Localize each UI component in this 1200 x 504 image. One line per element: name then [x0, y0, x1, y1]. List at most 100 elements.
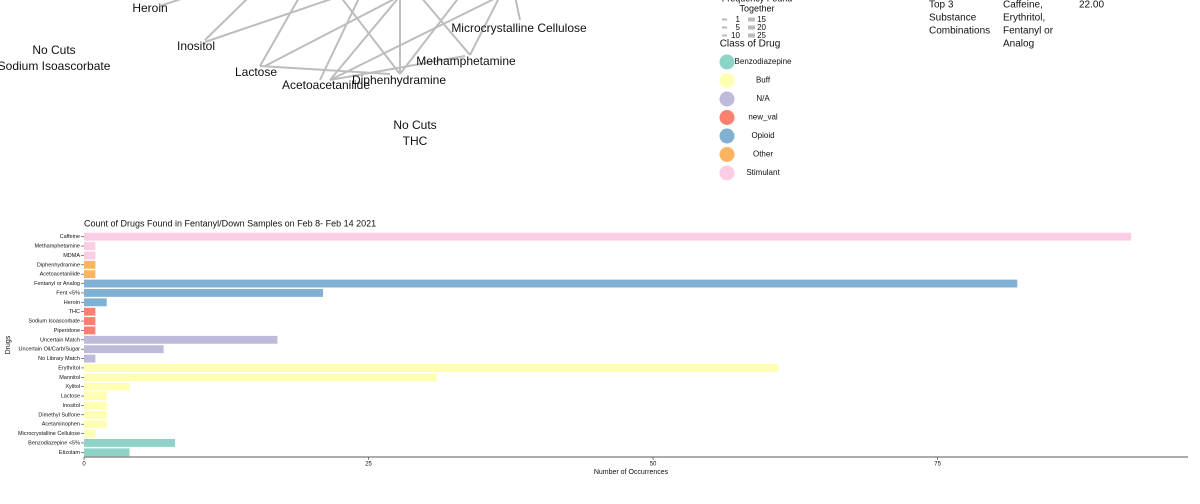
table-combo: Erythritol, [1003, 13, 1045, 24]
bar [84, 448, 130, 457]
legend-size-swatch [722, 18, 727, 21]
x-tick-label: 25 [365, 462, 372, 468]
bar [84, 307, 96, 316]
legend-size-label: 10 [731, 31, 740, 40]
isolated-node-label: No Cuts [393, 118, 436, 132]
x-tick-label: 75 [934, 462, 941, 468]
bar [84, 364, 779, 372]
legend-title: Class of Drug [720, 39, 781, 50]
bar [84, 279, 1018, 288]
y-tick-label: Piperidone [54, 328, 80, 334]
bar [84, 429, 96, 438]
bar [84, 270, 96, 279]
bar [84, 392, 107, 400]
x-tick-label: 0 [82, 462, 86, 468]
legend-title: Together [739, 3, 774, 13]
bar [84, 373, 437, 382]
bar [84, 335, 278, 344]
node-label: Diphenhydramine [352, 73, 446, 87]
legend-swatch [719, 91, 735, 107]
legend-size-label: 5 [736, 23, 741, 32]
network-edges [159, 0, 521, 81]
y-tick-label: Fentanyl or Analog [34, 281, 80, 287]
legend-label: Buff [756, 76, 771, 85]
legend-swatch [719, 73, 735, 88]
y-tick-label: Microcrystalline Cellulose [18, 431, 80, 437]
bar [84, 420, 107, 429]
legend-size-swatch [722, 34, 727, 37]
y-tick-label: Benzodiazepine <5% [28, 440, 80, 446]
bar [84, 298, 107, 307]
legend-size-swatch [748, 33, 755, 38]
table-combo: Fentanyl or [1003, 26, 1054, 37]
legend-swatch [719, 147, 735, 162]
legend-label: Stimulant [746, 168, 780, 177]
table-value: 22.00 [1079, 0, 1104, 11]
legend-swatch [719, 165, 735, 181]
legend-swatch [719, 54, 735, 70]
bar [84, 260, 96, 269]
y-tick-label: Inositol [63, 403, 80, 409]
legend-label: Opioid [751, 131, 774, 140]
legend-size-label: 25 [757, 31, 766, 40]
y-tick-label: Acetoacetanilide [40, 272, 80, 278]
legend-size-swatch [748, 25, 755, 30]
legend-swatch [719, 128, 735, 144]
y-tick-label: Xylitol [65, 384, 80, 390]
bar [84, 410, 107, 419]
legend-size-label: 15 [757, 15, 766, 24]
legend-label: new_val [748, 113, 778, 122]
table-label: Top 3 [929, 0, 954, 11]
y-tick-label: Methamphetamine [34, 244, 80, 250]
y-tick-label: Dimethyl Sulfone [38, 412, 80, 418]
y-tick-label: Uncertain Oil/Carb/Sugar [19, 347, 81, 353]
y-tick-label: THC [69, 309, 80, 315]
y-tick-label: MDMA [63, 253, 80, 259]
bar [84, 382, 130, 391]
bar [84, 401, 107, 410]
node-label: Lactose [235, 65, 277, 79]
node-label: Microcrystalline Cellulose [451, 21, 587, 35]
x-axis-label: Number of Occurrences [594, 469, 669, 476]
y-tick-label: Sodium Isoascorbate [28, 319, 80, 325]
legend-size-label: 1 [736, 15, 741, 24]
y-tick-label: Etizolam [59, 450, 81, 456]
table-combo: Caffeine, [1003, 0, 1043, 11]
legend-label: Benzodiazepine [735, 57, 792, 66]
y-tick-label: Caffeine [60, 234, 80, 240]
bar [84, 317, 96, 325]
x-tick-label: 50 [650, 462, 657, 468]
table-combo: Analog [1003, 39, 1034, 50]
bar [84, 232, 1132, 241]
legend-title: Frequency Found [722, 0, 793, 3]
chart-title: Count of Drugs Found in Fentanyl/Down Sa… [84, 218, 376, 228]
legend-label: N/A [756, 94, 770, 103]
isolated-node-label: Sodium Isoascorbate [0, 59, 111, 73]
y-axis-label: Drugs [5, 335, 12, 354]
bar [84, 354, 96, 363]
y-tick-label: Acetaminophen [42, 422, 80, 428]
legend-label: Other [753, 150, 773, 159]
bar [84, 439, 176, 447]
legend-size-swatch [748, 17, 755, 22]
bar [84, 326, 96, 335]
y-tick-label: Mannitol [59, 375, 80, 381]
y-tick-label: Erythritol [58, 365, 80, 371]
y-tick-label: Uncertain Match [40, 337, 80, 343]
legend-size-swatch [722, 26, 727, 29]
bar [84, 345, 164, 354]
legend-swatch [719, 110, 735, 125]
node-label: Acetoacetanilide [282, 78, 370, 92]
node-label: Methamphetamine [416, 54, 516, 68]
bar [84, 242, 96, 250]
y-tick-label: No Library Match [38, 356, 80, 362]
bar [84, 251, 96, 260]
y-tick-label: Fent <5% [56, 290, 80, 296]
y-tick-label: Diphenhydramine [37, 262, 80, 268]
node-label: Inositol [177, 39, 215, 53]
isolated-node-label: THC [403, 134, 428, 148]
y-tick-label: Lactose [61, 394, 80, 400]
legend-size-label: 20 [757, 23, 766, 32]
table-label: Combinations [929, 26, 990, 37]
